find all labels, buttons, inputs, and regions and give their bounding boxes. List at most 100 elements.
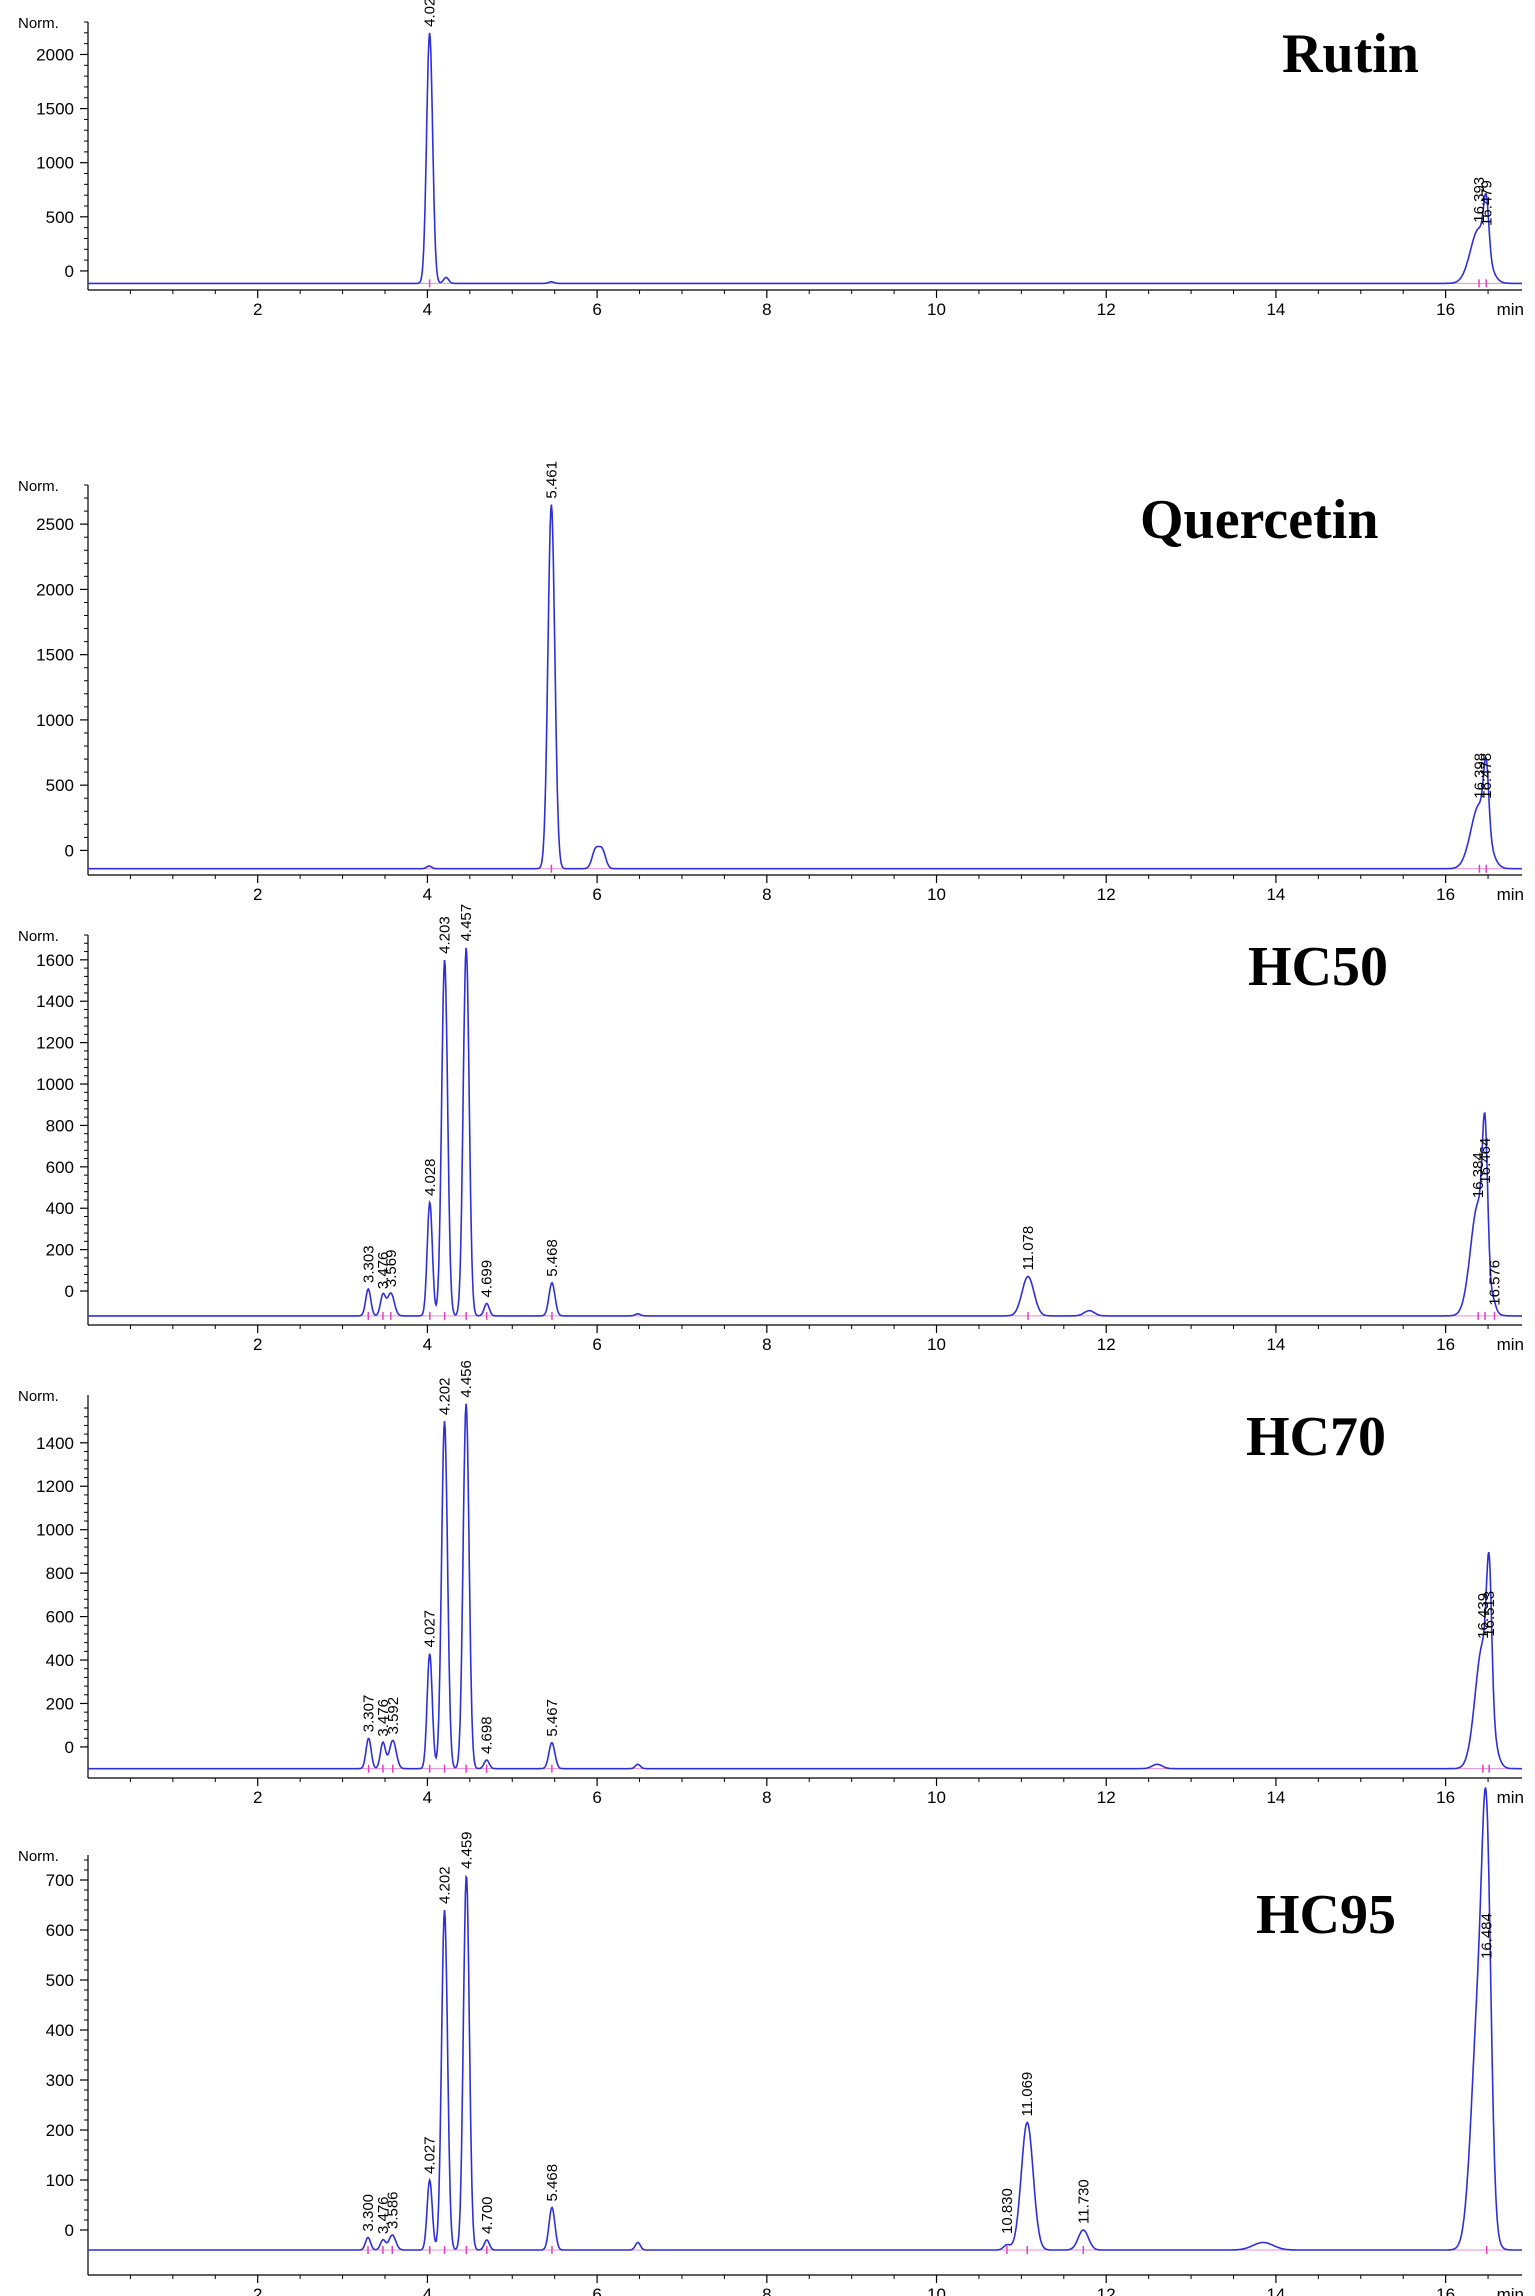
x-tick-label: 12: [1097, 885, 1116, 904]
y-tick-label: 200: [46, 1694, 74, 1713]
y-tick-label: 1200: [36, 1477, 74, 1496]
x-tick-label: 14: [1266, 885, 1285, 904]
x-tick-label: 16: [1436, 2285, 1455, 2296]
x-tick-label: 14: [1266, 1335, 1285, 1354]
peak-label: 4.203: [437, 916, 454, 954]
chromatogram-trace: [88, 1403, 1522, 1770]
y-tick-label: 0: [65, 1282, 74, 1301]
y-tick-label: 1400: [36, 992, 74, 1011]
peak-label: 16.478: [1478, 753, 1495, 799]
y-tick-label: 1200: [36, 1034, 74, 1053]
peak-label: 4.700: [479, 2196, 496, 2234]
chromatogram-trace: [88, 32, 1522, 285]
x-tick-label: 10: [927, 1335, 946, 1354]
peak-label: 5.468: [544, 2164, 561, 2202]
x-tick-label: 8: [762, 2285, 771, 2296]
y-axis-label: Norm.: [18, 928, 59, 945]
x-axis-unit: min: [1497, 1335, 1524, 1354]
panel-title: HC95: [1256, 1884, 1396, 1946]
x-tick-label: 8: [762, 300, 771, 319]
x-axis-unit: min: [1497, 885, 1524, 904]
x-tick-label: 16: [1436, 300, 1455, 319]
x-tick-label: 2: [253, 2285, 262, 2296]
x-tick-label: 4: [423, 1788, 432, 1807]
peak-label: 4.699: [479, 1260, 496, 1298]
peak-label: 11.078: [1020, 1226, 1037, 1271]
peak-label: 16.384: [1470, 1152, 1487, 1198]
peak-label: 16.464: [1477, 1138, 1494, 1184]
y-tick-label: 400: [46, 1651, 74, 1670]
peak-label: 16.439: [1475, 1593, 1492, 1639]
y-tick-label: 200: [46, 1241, 74, 1260]
x-tick-label: 4: [423, 885, 432, 904]
y-tick-label: 1500: [36, 646, 74, 665]
y-tick-label: 0: [65, 841, 74, 860]
x-tick-label: 6: [592, 885, 601, 904]
y-tick-label: 0: [65, 262, 74, 281]
x-tick-label: 6: [592, 2285, 601, 2296]
peak-label: 16.576: [1487, 1260, 1504, 1306]
y-tick-label: 2500: [36, 515, 74, 534]
peak-label: 16.513: [1481, 1591, 1498, 1637]
peak-label: 3.586: [384, 2191, 401, 2229]
chromatogram-trace: [88, 1787, 1522, 2251]
y-tick-label: 2000: [36, 580, 74, 599]
x-tick-label: 12: [1097, 1788, 1116, 1807]
peak-label: 16.393: [1471, 177, 1488, 223]
x-tick-label: 6: [592, 1335, 601, 1354]
x-tick-label: 16: [1436, 1788, 1455, 1807]
peak-label: 5.461: [543, 461, 560, 499]
x-axis-unit: min: [1497, 2285, 1524, 2296]
peak-label: 3.300: [360, 2194, 377, 2232]
x-tick-label: 2: [253, 1335, 262, 1354]
x-tick-label: 2: [253, 300, 262, 319]
x-tick-label: 10: [927, 1788, 946, 1807]
y-tick-label: 100: [46, 2171, 74, 2190]
x-tick-label: 10: [927, 885, 946, 904]
peak-label: 11.730: [1075, 2179, 1092, 2224]
peak-label: 3.569: [383, 1250, 400, 1288]
panel-title: HC70: [1246, 1406, 1386, 1468]
x-tick-label: 12: [1097, 300, 1116, 319]
x-axis-unit: min: [1497, 1788, 1524, 1807]
peak-label: 5.468: [544, 1239, 561, 1277]
y-axis-label: Norm.: [18, 1388, 59, 1405]
y-tick-label: 400: [46, 2021, 74, 2040]
x-tick-label: 14: [1266, 2285, 1285, 2296]
x-tick-label: 14: [1266, 300, 1285, 319]
y-axis-label: Norm.: [18, 15, 59, 32]
y-tick-label: 500: [46, 208, 74, 227]
peak-label: 4.026: [422, 0, 439, 27]
y-tick-label: 500: [46, 1971, 74, 1990]
peak-label: 3.307: [361, 1695, 378, 1733]
y-tick-label: 1400: [36, 1434, 74, 1453]
peak-label: 16.484: [1479, 1913, 1496, 1959]
peak-label: 11.069: [1019, 2072, 1036, 2117]
peak-label: 10.830: [999, 2188, 1016, 2234]
y-tick-label: 1600: [36, 951, 74, 970]
peak-label: 3.476: [375, 1699, 392, 1737]
x-tick-label: 4: [423, 2285, 432, 2296]
x-tick-label: 12: [1097, 1335, 1116, 1354]
x-tick-label: 14: [1266, 1788, 1285, 1807]
y-tick-label: 700: [46, 1871, 74, 1890]
chromatogram-trace: [88, 504, 1522, 870]
y-tick-label: 1000: [36, 1521, 74, 1540]
panel-title: Quercetin: [1140, 489, 1379, 551]
y-tick-label: 1500: [36, 100, 74, 119]
x-tick-label: 10: [927, 2285, 946, 2296]
chromatogram-trace: [88, 947, 1522, 1317]
y-tick-label: 800: [46, 1564, 74, 1583]
peak-label: 3.303: [360, 1245, 377, 1283]
x-tick-label: 10: [927, 300, 946, 319]
x-tick-label: 12: [1097, 2285, 1116, 2296]
y-tick-label: 2000: [36, 45, 74, 64]
y-tick-label: 600: [46, 1921, 74, 1940]
x-tick-label: 4: [423, 1335, 432, 1354]
y-tick-label: 1000: [36, 154, 74, 173]
y-axis-label: Norm.: [18, 478, 59, 495]
